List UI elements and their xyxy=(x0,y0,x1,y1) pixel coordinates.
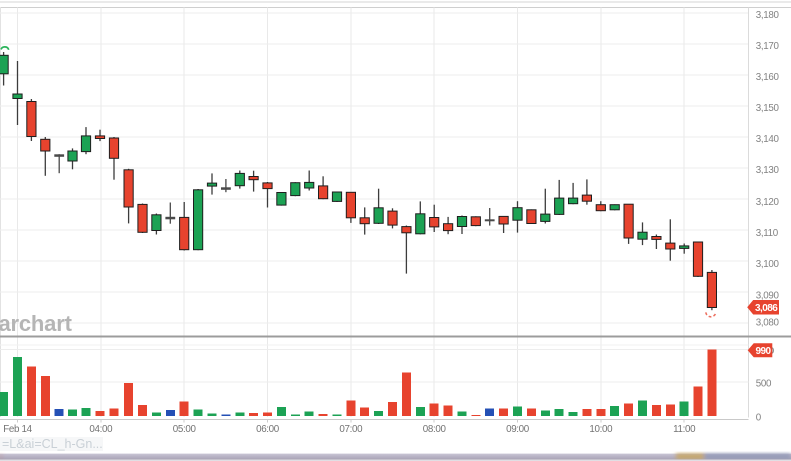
svg-text:06:00: 06:00 xyxy=(256,424,280,435)
svg-text:990: 990 xyxy=(755,346,771,357)
svg-text:07:00: 07:00 xyxy=(339,424,363,435)
svg-text:0: 0 xyxy=(756,412,762,423)
svg-text:3,180: 3,180 xyxy=(756,10,780,21)
svg-text:10:00: 10:00 xyxy=(589,424,613,435)
svg-text:1,000: 1,000 xyxy=(751,346,775,357)
svg-text:3,110: 3,110 xyxy=(756,228,779,239)
svg-text:04:00: 04:00 xyxy=(89,424,113,435)
svg-text:05:00: 05:00 xyxy=(173,424,197,435)
svg-text:3,150: 3,150 xyxy=(756,103,780,114)
svg-text:3,170: 3,170 xyxy=(756,41,780,52)
svg-text:500: 500 xyxy=(756,378,772,389)
svg-text:3,090: 3,090 xyxy=(756,290,780,301)
svg-text:08:00: 08:00 xyxy=(423,424,447,435)
svg-text:=L&ai=CL_h-Gn...: =L&ai=CL_h-Gn... xyxy=(2,437,103,451)
svg-text:archart: archart xyxy=(0,311,73,336)
svg-text:11:00: 11:00 xyxy=(673,424,696,435)
svg-text:09:00: 09:00 xyxy=(506,424,530,435)
svg-text:Feb 14: Feb 14 xyxy=(3,424,32,435)
svg-text:3,080: 3,080 xyxy=(756,317,780,328)
svg-text:3,140: 3,140 xyxy=(756,134,780,145)
svg-text:3,120: 3,120 xyxy=(756,197,780,208)
svg-text:3,130: 3,130 xyxy=(756,165,780,176)
svg-text:3,100: 3,100 xyxy=(756,259,780,270)
svg-text:3,086: 3,086 xyxy=(755,303,778,314)
svg-text:3,160: 3,160 xyxy=(756,72,780,83)
